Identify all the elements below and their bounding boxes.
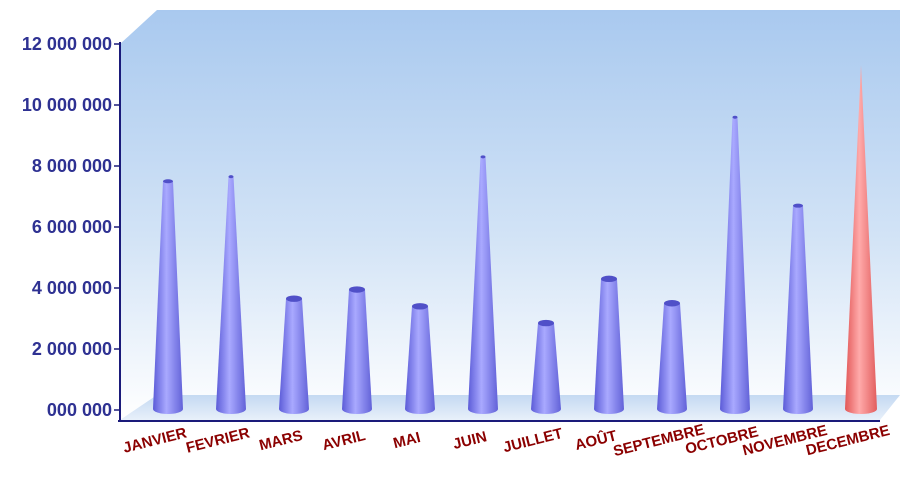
bar-mars bbox=[279, 295, 309, 414]
bar-body bbox=[153, 181, 183, 414]
bar-body bbox=[216, 176, 246, 414]
x-tick-label: MARS bbox=[257, 427, 304, 454]
bar-cap bbox=[793, 203, 803, 208]
floor bbox=[120, 395, 900, 420]
bar-body bbox=[279, 298, 309, 414]
x-tick-label: JUILLET bbox=[501, 425, 564, 456]
bar-body bbox=[845, 65, 877, 414]
bar-body bbox=[342, 289, 372, 414]
bar-cap bbox=[412, 303, 428, 310]
bar-cap bbox=[538, 319, 554, 327]
bar-body bbox=[594, 278, 624, 414]
back-wall bbox=[120, 10, 900, 420]
bar-août bbox=[594, 275, 624, 414]
bar-mai bbox=[405, 303, 435, 414]
bar-janvier bbox=[153, 179, 183, 414]
bar-cap bbox=[349, 286, 365, 293]
bar-body bbox=[783, 205, 813, 414]
bar-cap bbox=[732, 115, 738, 119]
y-tick-label: 2 000 000 bbox=[32, 339, 112, 359]
y-axis-ticks: 000 000 2 000 000 4 000 000 6 000 000 8 000 … bbox=[22, 34, 120, 420]
bar-body bbox=[531, 323, 561, 414]
bar-juin bbox=[468, 155, 498, 414]
bar-cap bbox=[664, 300, 680, 307]
x-tick-label: AVRIL bbox=[321, 427, 368, 454]
bar-body bbox=[720, 117, 750, 414]
bar-body bbox=[405, 306, 435, 414]
bar-fevrier bbox=[216, 175, 246, 414]
bar-octobre bbox=[720, 115, 750, 414]
plot-background bbox=[120, 10, 900, 420]
x-tick-label: JANVIER bbox=[121, 424, 188, 456]
y-tick-label: 000 000 bbox=[47, 400, 112, 420]
y-tick-label: 12 000 000 bbox=[22, 34, 112, 54]
bar-novembre bbox=[783, 203, 813, 414]
x-tick-label: MAI bbox=[392, 429, 423, 452]
bar-body bbox=[657, 303, 687, 414]
bar-decembre bbox=[845, 65, 877, 414]
y-tick-label: 4 000 000 bbox=[32, 278, 112, 298]
x-tick-label: AOÛT bbox=[573, 426, 619, 454]
y-tick-label: 6 000 000 bbox=[32, 217, 112, 237]
bar-cap bbox=[480, 155, 486, 159]
bar-avril bbox=[342, 286, 372, 414]
bar-cap bbox=[163, 179, 173, 184]
bar-septembre bbox=[657, 300, 687, 414]
bar-cap bbox=[228, 175, 234, 179]
bar-juillet bbox=[531, 319, 561, 414]
y-tick-label: 10 000 000 bbox=[22, 95, 112, 115]
x-tick-label: FEVRIER bbox=[184, 424, 251, 456]
bars bbox=[153, 65, 877, 414]
bar-body bbox=[468, 156, 498, 414]
x-tick-label: JUIN bbox=[451, 428, 488, 453]
bar-cap bbox=[601, 275, 617, 283]
y-tick-label: 8 000 000 bbox=[32, 156, 112, 176]
bar-cap bbox=[286, 295, 302, 302]
